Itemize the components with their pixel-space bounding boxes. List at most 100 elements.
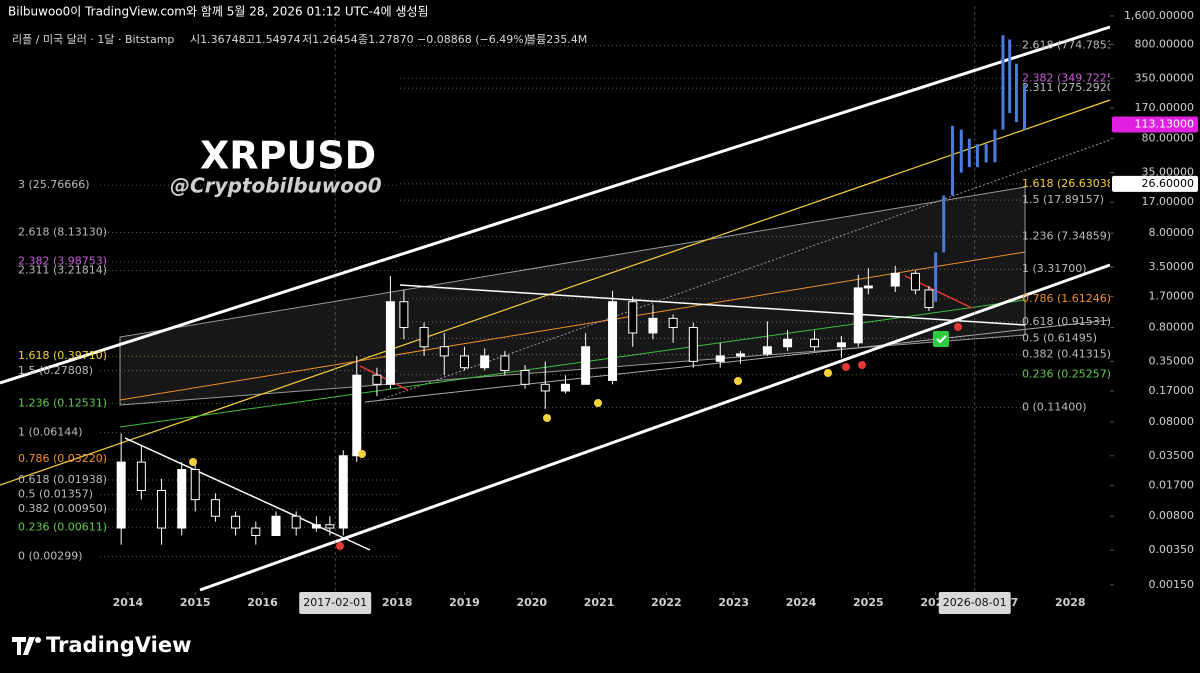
y-tick-label: 800.00000 <box>1135 37 1195 50</box>
y-tick-label: 0.17000 <box>1149 384 1195 397</box>
candle-body <box>385 301 395 385</box>
watermark: Bilbuwoo0이 TradingView.com와 함께 5월 28, 20… <box>8 5 429 19</box>
fib-label: 0.236 (0.25257) <box>1022 368 1111 381</box>
candle-body <box>540 383 550 392</box>
fib-label: 2.618 (8.13130) <box>18 225 107 238</box>
candle-body <box>291 515 301 529</box>
check-icon <box>936 335 947 344</box>
y-tick-label: 0.08000 <box>1149 415 1195 428</box>
marks: 3 (25.76666) 2.618 (8.13130) 2.382 (3.9875… <box>18 35 1125 563</box>
candle-body <box>668 317 678 328</box>
check-icon <box>933 331 949 347</box>
author-overlay: @Cryptobilbuwoo0 <box>170 174 382 198</box>
price-scale <box>1110 0 1200 592</box>
axes: 1,600.00000 800.00000 350.00000 170.00000 80… <box>113 6 1198 614</box>
fib-label: 1 (0.06144) <box>18 426 83 439</box>
trend-line <box>0 99 1111 486</box>
crosshair-box <box>299 592 372 614</box>
candle-body <box>419 326 429 348</box>
fib-label: 1.236 (0.12531) <box>18 396 107 409</box>
y-tick-label: 17.00000 <box>1142 195 1195 208</box>
x-tick-label: 2020 <box>516 596 547 609</box>
y-tick-label: 8.00000 <box>1149 226 1195 239</box>
y-tick-label: 1,600.00000 <box>1124 9 1194 22</box>
y-tick-label: 0.80000 <box>1149 320 1195 333</box>
x-tick-label: 2022 <box>651 596 682 609</box>
y-tick-label: 170.00000 <box>1135 101 1195 114</box>
fib-label: 2.311 (3.21814) <box>18 263 107 276</box>
fib-label: 0.382 (0.00950) <box>18 502 107 515</box>
fib-label: 1.236 (7.34859) <box>1022 230 1111 243</box>
fib-label: 0 (0.11400) <box>1022 400 1087 413</box>
x-tick-label: 2018 <box>382 596 413 609</box>
candle-body <box>500 355 510 372</box>
candle-body <box>210 499 220 517</box>
candle-body <box>338 455 348 529</box>
y-tick-label: 0.01700 <box>1149 478 1195 491</box>
brand: TradingView <box>46 633 191 657</box>
fib-label: 1.5 (0.27808) <box>18 364 93 377</box>
fib-label: 0.5 (0.01357) <box>18 488 93 501</box>
fib-label: 1.618 (26.63038) <box>1022 177 1118 190</box>
trend-line <box>359 365 409 391</box>
channel-lower <box>199 263 1111 592</box>
fib-label: 1.5 (17.89157) <box>1022 193 1104 206</box>
candle-body <box>372 374 382 385</box>
ohlc-high: 고1.54974 <box>245 33 301 46</box>
x-tick-label: 2024 <box>786 596 817 609</box>
ohlc-low: 저1.26454 <box>302 33 358 46</box>
volume: 볼륨235.4M <box>526 33 587 46</box>
candle-body <box>177 469 187 529</box>
plot-area <box>0 25 1111 592</box>
candle-body <box>560 383 570 392</box>
candle-body <box>251 527 261 537</box>
fib-label: 2.382 (349.72258) <box>1022 71 1125 84</box>
x-tick-label: 2014 <box>113 596 144 609</box>
price-marker <box>1112 116 1198 133</box>
crosshair-label: 2026-08-01 <box>943 596 1007 609</box>
signal-dot <box>842 363 850 371</box>
candle-body <box>648 317 658 334</box>
fib-label: 1 (3.31700) <box>1022 262 1087 275</box>
candle-body <box>853 287 863 344</box>
signal-dot <box>594 399 602 407</box>
signal-dot <box>543 414 551 422</box>
candle-body <box>608 301 618 381</box>
fib-label: 0 (0.00299) <box>18 550 83 563</box>
y-tick-label: 1.70000 <box>1149 290 1195 303</box>
trend-line <box>399 284 1026 326</box>
signal-dot <box>954 323 962 331</box>
candle-body <box>325 524 335 529</box>
candle-body <box>910 272 920 291</box>
logo: TradingView <box>12 633 191 657</box>
trend-line <box>124 437 371 551</box>
candle-body <box>836 342 846 348</box>
candle-body <box>735 353 745 357</box>
y-tick-label: 0.35000 <box>1149 354 1195 367</box>
candle-body <box>136 461 146 491</box>
candle-body <box>783 338 793 348</box>
ohlc-close: 종1.27870 <box>358 33 414 46</box>
logo-icon <box>12 637 35 655</box>
signal-dot <box>858 361 866 369</box>
x-tick-label: 2019 <box>449 596 480 609</box>
x-tick-label: 2016 <box>247 596 278 609</box>
logo-icon <box>35 637 41 643</box>
candle-body <box>231 515 241 529</box>
fib-label: 2.382 (3.98753) <box>18 255 107 268</box>
candle-body <box>863 285 873 289</box>
candle-body <box>890 272 900 287</box>
candle-body <box>157 489 167 529</box>
symbol: 리플 / 미국 달러 · 1달 · Bitstamp <box>12 33 174 46</box>
trend-line <box>119 251 1026 401</box>
candle-body <box>480 355 490 369</box>
candle-body <box>762 346 772 355</box>
x-tick-label: 2021 <box>584 596 615 609</box>
candle-body <box>715 355 725 362</box>
trend-line <box>119 299 1026 428</box>
candle-body <box>628 301 638 334</box>
trend-line <box>364 319 1111 403</box>
y-tick-label: 350.00000 <box>1135 71 1195 84</box>
change: −0.08868 (−6.49%) <box>417 33 528 46</box>
